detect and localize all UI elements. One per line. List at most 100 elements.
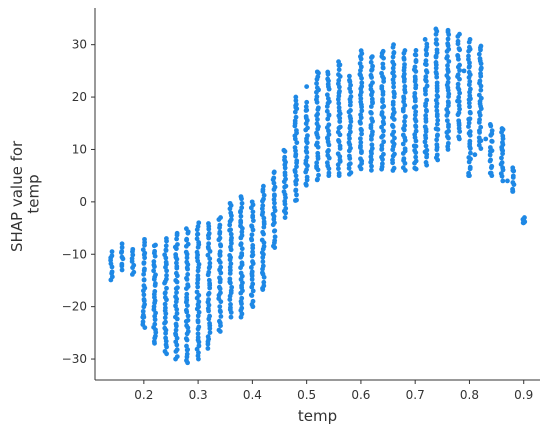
scatter-point (435, 117, 441, 123)
scatter-point (228, 261, 234, 267)
scatter-point (402, 48, 408, 53)
scatter-point (400, 141, 406, 147)
scatter-point (381, 103, 387, 109)
scatter-point (369, 54, 375, 59)
scatter-point (314, 130, 319, 136)
scatter-point (314, 121, 320, 127)
scatter-point (510, 180, 516, 185)
scatter-point (370, 80, 375, 86)
scatter-point (239, 305, 245, 311)
points-layer (108, 26, 528, 366)
scatter-point (424, 51, 429, 57)
scatter-point (392, 151, 397, 157)
scatter-point (173, 339, 179, 345)
x-tick-label: 0.6 (351, 388, 370, 402)
scatter-point (227, 222, 233, 228)
scatter-point (335, 151, 341, 157)
scatter-point (347, 161, 353, 167)
scatter-point (379, 110, 385, 115)
scatter-point (422, 124, 428, 130)
scatter-point (184, 255, 190, 261)
scatter-point (358, 126, 364, 132)
scatter-point (348, 94, 354, 99)
scatter-point (151, 304, 157, 309)
scatter-point (370, 129, 375, 135)
scatter-point (163, 335, 169, 341)
scatter-point (467, 164, 473, 170)
scatter-point (164, 276, 169, 282)
scatter-point (390, 59, 396, 65)
scatter-point (412, 116, 418, 122)
scatter-point (141, 277, 147, 283)
scatter-point (359, 148, 364, 154)
scatter-point (434, 108, 440, 114)
scatter-point (292, 167, 298, 173)
scatter-point (196, 299, 202, 305)
scatter-point (261, 283, 267, 289)
scatter-point (325, 76, 331, 82)
scatter-point (347, 136, 352, 141)
x-tick-label: 0.7 (406, 388, 425, 402)
scatter-point (239, 246, 245, 252)
scatter-point (282, 198, 288, 204)
scatter-point (390, 139, 396, 145)
scatter-point (185, 241, 191, 247)
scatter-point (489, 163, 495, 169)
scatter-point (324, 160, 330, 166)
scatter-point (478, 87, 484, 93)
scatter-point (174, 230, 180, 236)
scatter-point (152, 335, 158, 341)
scatter-point (164, 285, 169, 291)
scatter-point (337, 124, 343, 130)
scatter-point (163, 342, 169, 348)
scatter-point (381, 139, 387, 145)
scatter-point (346, 140, 352, 145)
x-tick-label: 0.3 (189, 388, 208, 402)
x-tick-label: 0.5 (297, 388, 316, 402)
scatter-point (217, 249, 223, 255)
scatter-point (466, 44, 472, 50)
scatter-point (369, 96, 375, 102)
scatter-point (478, 124, 484, 130)
scatter-point (227, 253, 233, 258)
scatter-point (423, 160, 429, 165)
scatter-point (467, 63, 472, 69)
scatter-point (260, 263, 266, 269)
scatter-point (184, 351, 190, 357)
scatter-point (457, 31, 462, 37)
scatter-point (456, 46, 462, 52)
scatter-point (272, 234, 278, 240)
scatter-point (293, 173, 299, 179)
scatter-point (326, 148, 331, 153)
scatter-point (304, 167, 309, 173)
scatter-point (461, 68, 467, 74)
y-ticks: −30 −20 −10 0 10 20 30 (62, 38, 95, 366)
scatter-point (455, 72, 461, 78)
scatter-point (293, 151, 299, 157)
scatter-point (379, 84, 385, 89)
scatter-point (218, 313, 224, 319)
scatter-point (368, 122, 374, 128)
scatter-point (314, 81, 319, 86)
scatter-point (249, 223, 255, 229)
scatter-point (466, 124, 471, 129)
scatter-point (151, 268, 157, 274)
scatter-point (153, 272, 158, 278)
scatter-point (368, 72, 374, 78)
x-tick-label: 0.8 (460, 388, 479, 402)
scatter-point (412, 165, 418, 171)
scatter-point (445, 67, 451, 72)
scatter-point (413, 48, 419, 53)
scatter-point (380, 133, 386, 139)
scatter-point (248, 265, 254, 270)
scatter-point (142, 266, 147, 272)
scatter-point (369, 146, 375, 151)
scatter-point (206, 290, 212, 296)
scatter-point (359, 80, 365, 86)
scatter-point (304, 145, 309, 150)
scatter-point (272, 200, 277, 206)
scatter-point (218, 242, 223, 248)
y-tick-label: 30 (72, 38, 87, 52)
scatter-point (337, 157, 343, 163)
